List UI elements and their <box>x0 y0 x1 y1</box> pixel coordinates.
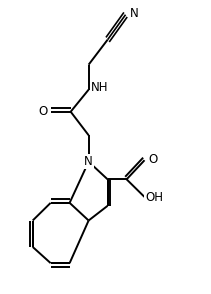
Text: O: O <box>148 153 157 166</box>
Text: OH: OH <box>145 191 163 204</box>
Text: N: N <box>130 7 138 20</box>
Text: NH: NH <box>91 81 108 94</box>
Text: N: N <box>84 155 93 168</box>
Text: O: O <box>38 105 47 118</box>
